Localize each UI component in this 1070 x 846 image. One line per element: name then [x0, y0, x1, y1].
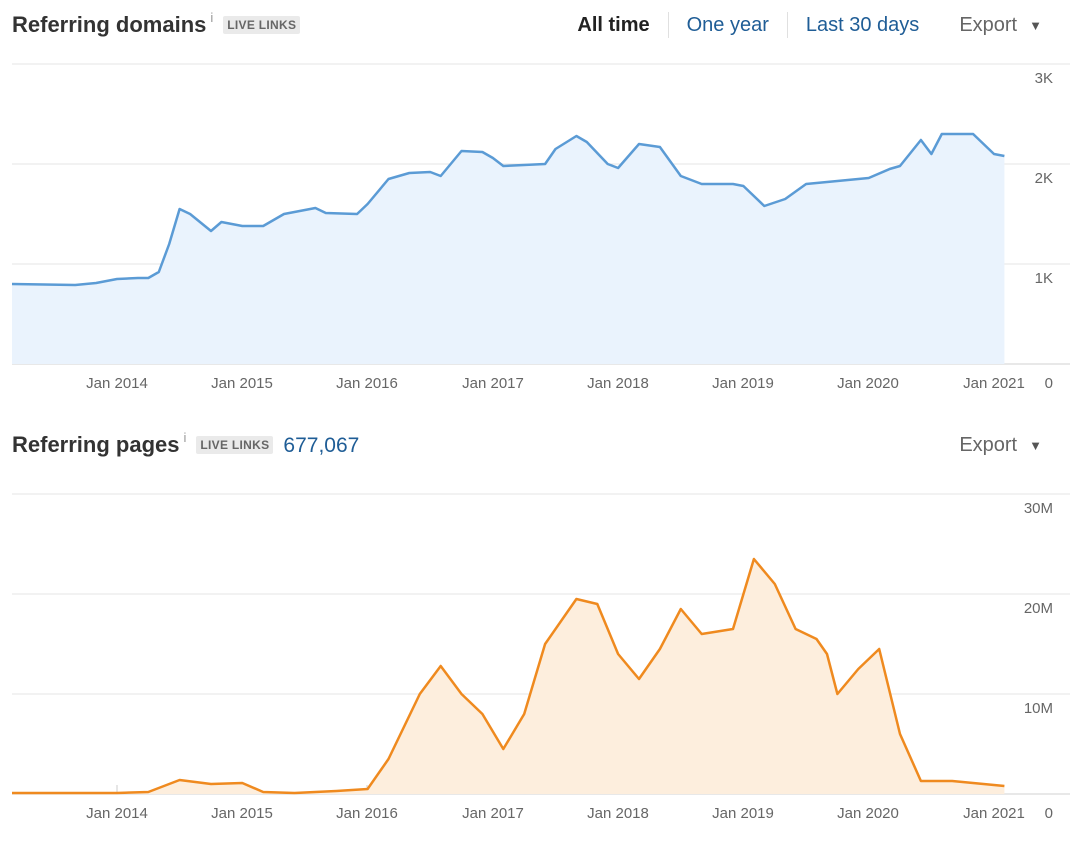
domains-y-tick-label: 2K	[1035, 170, 1053, 187]
domains-title: Referring domains	[12, 12, 207, 37]
pages-total-count: 677,067	[283, 433, 360, 457]
domains-x-tick-label: Jan 2020	[837, 375, 899, 392]
domains-x-tick-label: Jan 2021	[963, 375, 1025, 392]
pages-info-icon[interactable]: i	[183, 429, 187, 445]
pages-export-label: Export	[959, 433, 1018, 456]
pages-y-tick-label: 0	[1045, 805, 1053, 822]
domains-y-tick-label: 3K	[1035, 70, 1053, 87]
referring-pages-chart: 0 10M 20M 30M Jan 2014 Jan 2015 Jan 2016 Jan 20…	[12, 493, 1070, 822]
domains-x-tick-label: Jan 2018	[587, 375, 649, 392]
range-last-30-days[interactable]: Last 30 days	[786, 12, 937, 38]
pages-export-button[interactable]: Export ▼	[937, 434, 1042, 457]
pages-series-line	[12, 557, 1005, 795]
pages-x-tick-label: Jan 2019	[712, 805, 774, 822]
domains-x-tick-label: Jan 2015	[211, 375, 273, 392]
domains-x-tick-label: Jan 2014	[86, 375, 148, 392]
pages-x-tick-label: Jan 2015	[211, 805, 273, 822]
pages-x-tick-label: Jan 2016	[336, 805, 398, 822]
domains-series-line	[11, 132, 1005, 287]
pages-x-tick-label: Jan 2014	[86, 805, 148, 822]
pages-export-wrap: Export ▼	[937, 428, 1042, 462]
pages-y-tick-label: 30M	[1024, 500, 1053, 517]
pages-y-tick-label: 10M	[1024, 700, 1053, 717]
domains-live-links-badge: LIVE LINKS	[223, 15, 301, 35]
domains-series-area	[12, 134, 1005, 364]
domains-x-tick-label: Jan 2017	[462, 375, 524, 392]
referring-domains-chart: 0 1K 2K 3K Jan 2014 Jan 2015 Jan 2016 Jan 2017 J…	[11, 63, 1070, 392]
range-one-year[interactable]: One year	[667, 12, 787, 38]
domains-header: Referring domains i LIVE LINKS All time …	[12, 8, 1070, 42]
domains-y-tick-label: 1K	[1035, 270, 1053, 287]
range-all-time[interactable]: All time	[577, 14, 650, 36]
domains-x-tick-label: Jan 2016	[336, 375, 398, 392]
pages-x-tick-label: Jan 2018	[587, 805, 649, 822]
pages-live-links-badge: LIVE LINKS	[196, 435, 274, 455]
pages-y-tick-label: 20M	[1024, 600, 1053, 617]
pages-title: Referring pages	[12, 432, 180, 457]
caret-down-icon: ▼	[1029, 17, 1042, 33]
domains-info-icon[interactable]: i	[210, 9, 214, 25]
domains-export-label: Export	[959, 13, 1018, 36]
pages-x-tick-label: Jan 2017	[462, 805, 524, 822]
pages-x-tick-label: Jan 2020	[837, 805, 899, 822]
pages-header: Referring pages i LIVE LINKS 677,067 Exp…	[12, 428, 1070, 462]
domains-y-tick-label: 0	[1045, 375, 1053, 392]
domains-export-button[interactable]: Export ▼	[937, 14, 1042, 37]
domains-x-tick-label: Jan 2019	[712, 375, 774, 392]
pages-series-area	[12, 559, 1005, 794]
caret-down-icon: ▼	[1029, 437, 1042, 453]
time-range-switch: All time One year Last 30 days Export ▼	[559, 8, 1042, 42]
pages-x-tick-label: Jan 2021	[963, 805, 1025, 822]
